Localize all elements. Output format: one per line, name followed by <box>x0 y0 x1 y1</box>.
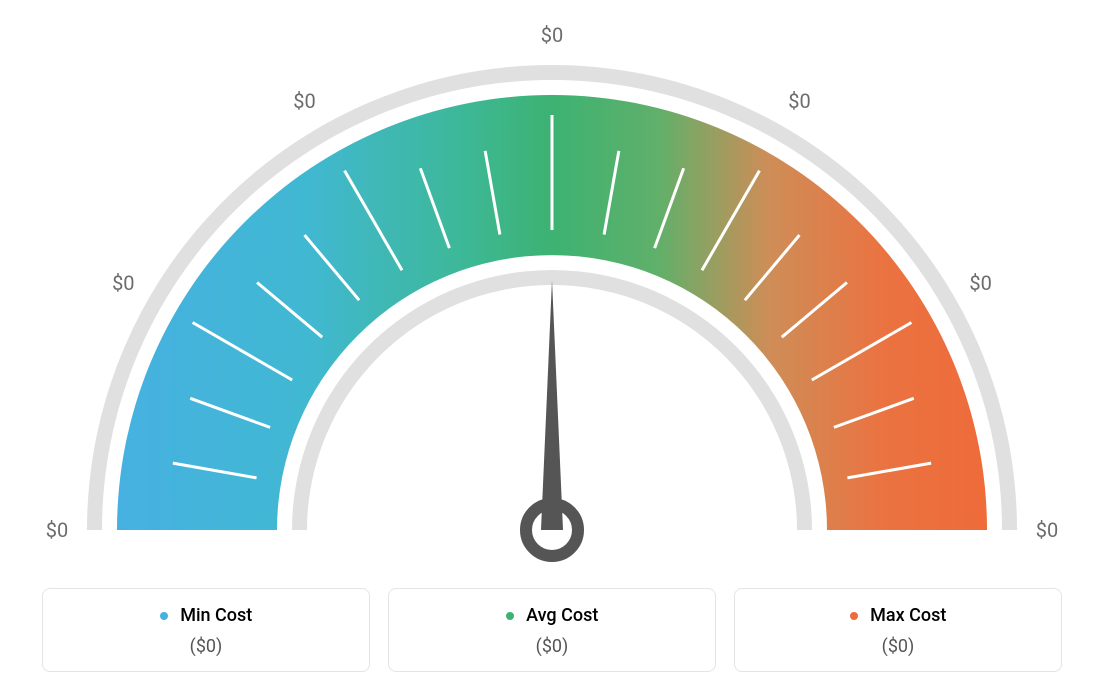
legend-dot-avg <box>506 612 514 620</box>
gauge-tick-label: $0 <box>969 271 991 295</box>
gauge-svg <box>42 30 1062 570</box>
gauge-tick-label: $0 <box>1036 518 1058 542</box>
legend-label-avg: Avg Cost <box>526 605 598 626</box>
gauge-tick-label: $0 <box>293 89 315 113</box>
gauge-chart: $0$0$0$0$0$0$0 <box>42 30 1062 570</box>
legend-label-min: Min Cost <box>180 605 252 626</box>
legend-value-max: ($0) <box>745 636 1051 657</box>
gauge-tick-label: $0 <box>788 89 810 113</box>
gauge-tick-label: $0 <box>46 518 68 542</box>
legend-card-avg: Avg Cost ($0) <box>388 588 716 672</box>
legend-dot-max <box>850 612 858 620</box>
legend-row: Min Cost ($0) Avg Cost ($0) Max Cost ($0… <box>42 588 1062 672</box>
legend-label-max: Max Cost <box>870 605 946 626</box>
gauge-tick-label: $0 <box>541 23 563 47</box>
legend-value-avg: ($0) <box>399 636 705 657</box>
legend-card-max: Max Cost ($0) <box>734 588 1062 672</box>
legend-card-min: Min Cost ($0) <box>42 588 370 672</box>
legend-value-min: ($0) <box>53 636 359 657</box>
legend-title-max: Max Cost <box>745 605 1051 626</box>
legend-title-min: Min Cost <box>53 605 359 626</box>
gauge-tick-label: $0 <box>112 271 134 295</box>
legend-title-avg: Avg Cost <box>399 605 705 626</box>
legend-dot-min <box>160 612 168 620</box>
